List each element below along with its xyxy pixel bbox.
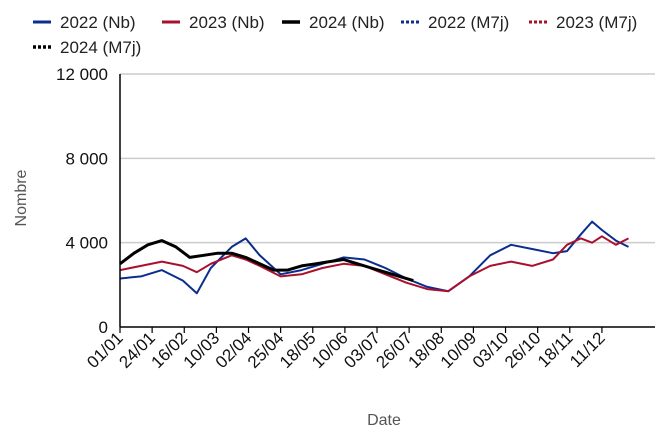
legend-label: 2024 (M7j) bbox=[60, 38, 141, 57]
axes bbox=[119, 74, 655, 328]
y-axis-title: Nombre bbox=[13, 169, 30, 226]
x-axis-title: Date bbox=[367, 412, 401, 427]
x-tick-label: 24/01 bbox=[115, 328, 159, 372]
x-tick-label: 26/10 bbox=[501, 328, 545, 372]
x-tick-label: 25/04 bbox=[244, 328, 288, 372]
x-tick-label: 16/02 bbox=[148, 328, 192, 372]
y-tick-label: 0 bbox=[99, 318, 108, 337]
x-tick-label: 18/05 bbox=[276, 328, 320, 372]
x-tick-label: 03/10 bbox=[469, 328, 513, 372]
legend-label: 2022 (M7j) bbox=[428, 13, 509, 32]
y-tick-label: 12 000 bbox=[56, 65, 108, 84]
plot-area bbox=[119, 220, 629, 295]
legend-label: 2023 (Nb) bbox=[189, 13, 265, 32]
legend-label: 2024 (Nb) bbox=[309, 13, 385, 32]
legend: 2022 (Nb) 2023 (Nb) 2024 (Nb) 2022 (M7j) 202… bbox=[33, 13, 637, 57]
grid-lines bbox=[120, 73, 655, 244]
y-axis-ticks: 0 4 000 8 000 12 000 bbox=[56, 65, 108, 337]
series-line bbox=[119, 239, 414, 283]
x-tick-label: 26/07 bbox=[372, 328, 416, 372]
x-tick-label: 18/08 bbox=[405, 328, 449, 372]
y-tick-label: 4 000 bbox=[65, 234, 108, 253]
x-tick-label: 03/07 bbox=[340, 328, 384, 372]
x-tick-label: 11/12 bbox=[566, 328, 609, 371]
series-line bbox=[119, 220, 629, 295]
series-line bbox=[119, 235, 629, 293]
legend-label: 2023 (M7j) bbox=[556, 13, 637, 32]
x-tick-label: 18/11 bbox=[534, 328, 577, 371]
x-tick-label: 02/04 bbox=[212, 328, 256, 372]
x-tick-label: 10/09 bbox=[437, 328, 481, 372]
y-tick-label: 8 000 bbox=[65, 149, 108, 168]
x-tick-label: 10/06 bbox=[308, 328, 352, 372]
x-axis-ticks: 01/0124/0116/0210/0302/0425/0418/0510/06… bbox=[83, 327, 609, 372]
legend-label: 2022 (Nb) bbox=[60, 13, 136, 32]
x-tick-label: 10/03 bbox=[180, 328, 224, 372]
